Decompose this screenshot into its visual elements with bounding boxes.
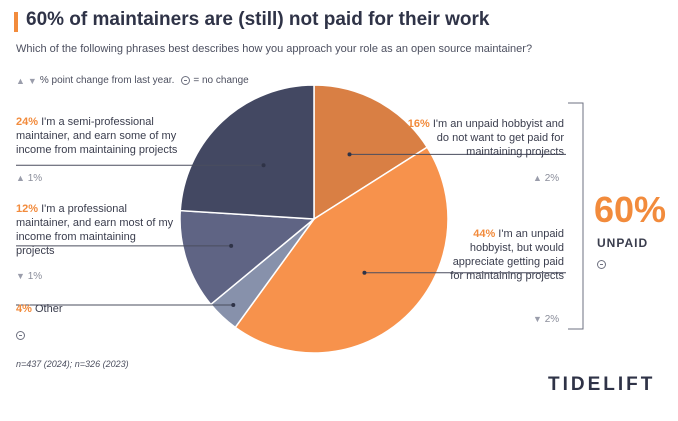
- label-hobby-no-pay: 16% I'm an unpaid hobbyist and do not wa…: [398, 117, 564, 159]
- label-hobby-want-pay: 44% I'm an unpaid hobbyist, but would ap…: [444, 227, 564, 283]
- no-change-icon: [181, 76, 191, 85]
- triangle-up-icon: ▲: [533, 173, 542, 183]
- triangle-down-icon: ▼: [533, 314, 542, 324]
- leader-dot-hobby_no_pay: [347, 152, 352, 157]
- no-change-icon: [16, 331, 25, 341]
- leader-dot-hobby_want_pay: [362, 270, 367, 275]
- label-other: 4% Other: [16, 302, 62, 316]
- unpaid-percent: 60%: [594, 189, 667, 230]
- change-other: [16, 327, 25, 345]
- change-hobby-no-pay: ▲ 2%: [533, 173, 559, 184]
- unpaid-bracket: [568, 102, 584, 330]
- footnote: n=437 (2024); n=326 (2023): [16, 359, 129, 369]
- leader-dot-other: [231, 302, 236, 307]
- change-value: 1%: [27, 173, 43, 184]
- pie-slice-hobby_want_pay: [234, 146, 449, 354]
- change-hobby-want-pay: ▼ 2%: [533, 314, 559, 325]
- change-value: 1%: [27, 271, 43, 282]
- unpaid-change: [597, 256, 606, 274]
- change-professional: ▼ 1%: [16, 271, 42, 282]
- label-semi-pro: 24% I'm a semi-professional maintainer, …: [16, 115, 206, 157]
- chart-title: 60% of maintainers are (still) not paid …: [26, 9, 490, 30]
- pie-slice-hobby_no_pay: [313, 84, 429, 221]
- change-value: 2%: [544, 314, 560, 325]
- slice-label: I'm an unpaid hobbyist, but would apprec…: [450, 228, 564, 282]
- pie-slice-semi_pro: [179, 84, 315, 220]
- label-professional: 12% I'm a professional maintainer, and e…: [16, 202, 176, 258]
- slice-label: Other: [34, 303, 63, 315]
- legend-change-text: % point change from last year.: [39, 75, 175, 86]
- chart-subtitle: Which of the following phrases best desc…: [16, 43, 533, 55]
- slice-label: I'm an unpaid hobbyist and do not want t…: [432, 118, 564, 158]
- slice-label: I'm a professional maintainer, and earn …: [16, 203, 174, 257]
- unpaid-label: UNPAID: [597, 236, 649, 250]
- title-accent-bar: [14, 12, 18, 32]
- no-change-icon: [597, 260, 606, 270]
- slice-label: I'm a semi-professional maintainer, and …: [16, 116, 178, 156]
- triangle-down-icon: ▼: [16, 271, 25, 281]
- triangle-up-icon: ▲: [16, 75, 25, 86]
- slice-pct: 4%: [16, 303, 32, 315]
- change-value: 2%: [544, 173, 560, 184]
- pie-slice-professional: [179, 209, 316, 306]
- triangle-down-icon: ▼: [27, 75, 37, 86]
- slice-pct: 44%: [473, 228, 496, 240]
- tidelift-logo: TIDELIFT: [548, 374, 656, 395]
- triangle-up-icon: ▲: [16, 173, 25, 183]
- slice-pct: 12%: [16, 203, 39, 215]
- legend-nochange-text: = no change: [193, 75, 249, 86]
- leader-dot-professional: [229, 243, 234, 248]
- slice-pct: 24%: [16, 116, 39, 128]
- slice-pct: 16%: [407, 118, 430, 130]
- legend: ▲ ▼ % point change from last year. = no …: [16, 75, 249, 86]
- change-semi-pro: ▲ 1%: [16, 173, 42, 184]
- leader-dot-semi_pro: [261, 163, 266, 168]
